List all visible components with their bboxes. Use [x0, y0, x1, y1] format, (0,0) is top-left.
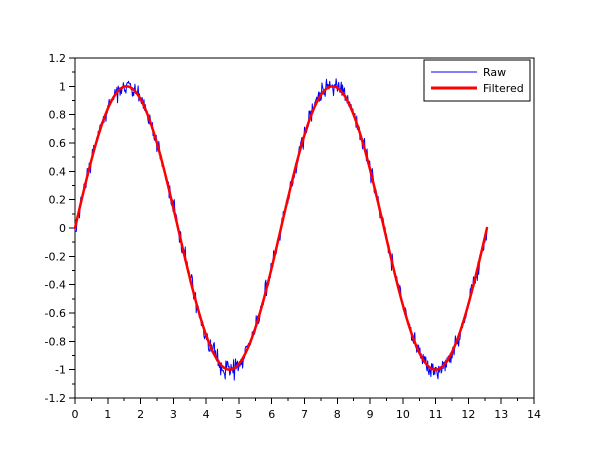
y-tick-label: 0.4 — [49, 165, 67, 178]
x-tick-label: 14 — [527, 408, 541, 421]
x-tick-label: 9 — [367, 408, 374, 421]
y-tick-label: -0.4 — [45, 279, 66, 292]
x-tick-label: 1 — [104, 408, 111, 421]
legend: Raw Filtered — [423, 59, 531, 102]
y-tick-label: 1 — [59, 80, 66, 93]
x-tick-label: 2 — [137, 408, 144, 421]
legend-entry-filtered: Filtered — [431, 82, 524, 95]
x-tick-label: 11 — [429, 408, 443, 421]
y-tick-label: 0 — [59, 222, 66, 235]
x-tick-label: 4 — [203, 408, 210, 421]
y-axis-tick-labels: -1.2 -1 -0.8 -0.6 -0.4 -0.2 0 0.2 0.4 0.6 0.8 1 1.2 — [45, 52, 66, 405]
x-tick-label: 0 — [72, 408, 79, 421]
y-tick-label: -0.8 — [45, 335, 66, 348]
y-tick-label: 0.6 — [49, 137, 67, 150]
x-tick-label: 3 — [170, 408, 177, 421]
x-tick-label: 5 — [235, 408, 242, 421]
y-tick-label: 1.2 — [49, 52, 67, 65]
x-tick-label: 8 — [334, 408, 341, 421]
x-tick-label: 6 — [268, 408, 275, 421]
y-tick-label: -0.6 — [45, 307, 66, 320]
legend-label: Filtered — [483, 82, 524, 95]
plot-frame — [74, 57, 535, 399]
x-axis-ticks — [74, 398, 535, 404]
x-tick-label: 13 — [494, 408, 508, 421]
legend-box — [423, 59, 531, 102]
y-axis-ticks — [69, 57, 75, 399]
x-tick-label: 7 — [301, 408, 308, 421]
x-tick-label: 10 — [396, 408, 410, 421]
y-tick-label: -1.2 — [45, 392, 66, 405]
y-tick-label: -1 — [55, 364, 66, 377]
x-tick-label: 12 — [461, 408, 475, 421]
legend-label: Raw — [483, 66, 506, 79]
series-filtered-line — [73, 85, 489, 371]
y-tick-label: -0.2 — [45, 250, 66, 263]
y-tick-label: 0.2 — [49, 194, 67, 207]
y-tick-label: 0.8 — [49, 109, 67, 122]
legend-entry-raw: Raw — [431, 66, 506, 79]
x-axis-tick-labels: 0 1 2 3 4 5 6 7 8 9 10 11 12 13 14 — [72, 408, 542, 421]
